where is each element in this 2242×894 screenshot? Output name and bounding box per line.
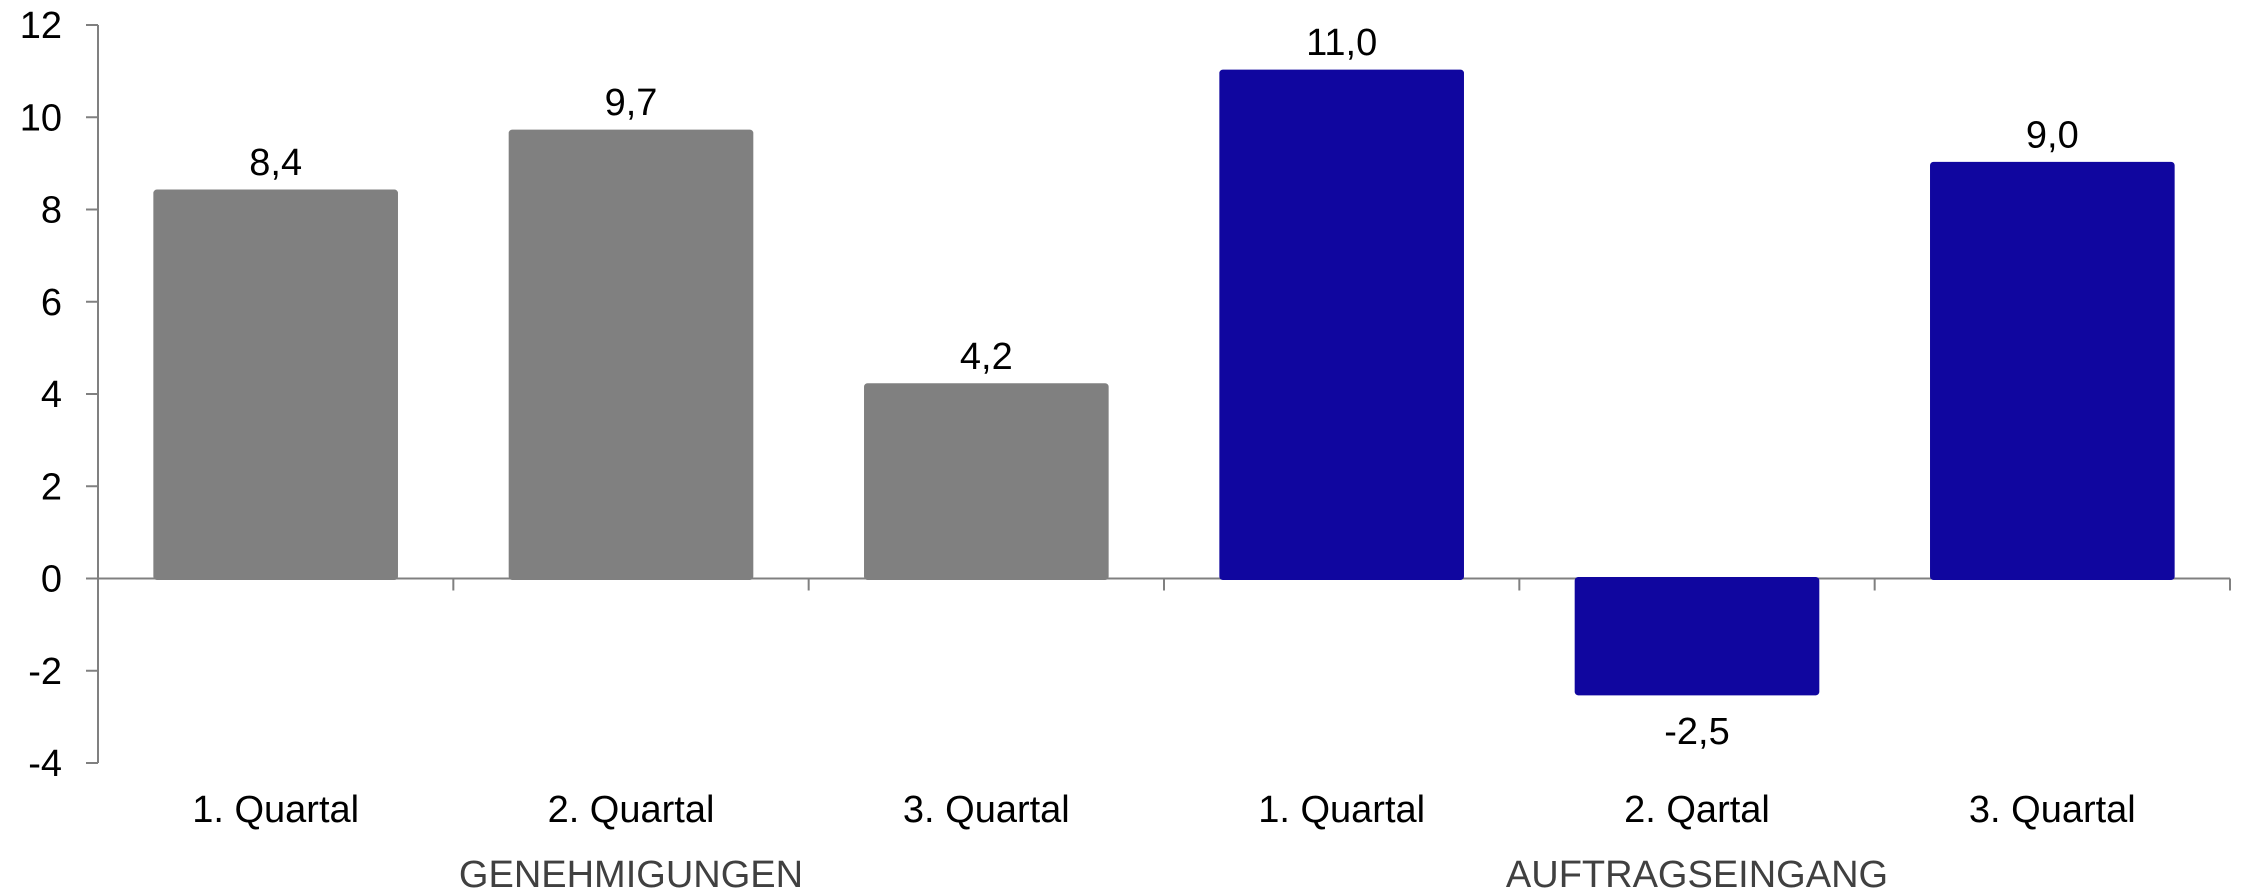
y-tick-label: 0 <box>41 559 62 601</box>
y-tick-label: 4 <box>41 374 62 416</box>
data-label: 4,2 <box>960 336 1013 378</box>
data-label: -2,5 <box>1664 711 1729 753</box>
data-label: 11,0 <box>1306 22 1377 64</box>
y-tick-label: 6 <box>41 282 62 324</box>
category-label: 3. Quartal <box>1969 789 2136 831</box>
bar <box>508 129 754 580</box>
x-axis <box>98 577 2231 591</box>
data-labels: 8,4 9,7 4,2 11,0 -2,5 9,0 <box>249 22 2078 753</box>
data-label: 9,7 <box>605 82 658 124</box>
bar <box>864 383 1109 580</box>
group-label: GENEHMIGUNGEN <box>459 854 803 894</box>
y-tick-label: -4 <box>28 743 62 785</box>
data-label: 9,0 <box>2026 114 2079 156</box>
bar <box>153 189 398 581</box>
category-label: 3. Quartal <box>903 789 1070 831</box>
bars <box>153 69 2175 696</box>
y-axis: 12 10 8 6 4 2 0 -2 -4 <box>20 5 99 785</box>
y-tick-label: -2 <box>28 651 62 693</box>
group-labels: GENEHMIGUNGEN AUFTRAGSEINGANG <box>459 854 1888 894</box>
bar <box>1219 69 1464 580</box>
y-tick-label: 10 <box>20 97 62 139</box>
y-tick-label: 12 <box>20 5 62 47</box>
bar <box>1930 161 2175 580</box>
category-label: 2. Qartal <box>1624 789 1770 831</box>
group-label: AUFTRAGSEINGANG <box>1506 854 1888 894</box>
category-label: 1. Quartal <box>192 789 359 831</box>
category-label: 1. Quartal <box>1258 789 1425 831</box>
y-tick-label: 2 <box>41 466 62 508</box>
category-label: 2. Quartal <box>548 789 715 831</box>
data-label: 8,4 <box>249 142 302 184</box>
bar <box>1574 577 1820 696</box>
y-tick-label: 8 <box>41 190 62 232</box>
category-labels: 1. Quartal 2. Quartal 3. Quartal 1. Quartal… <box>192 789 2136 831</box>
